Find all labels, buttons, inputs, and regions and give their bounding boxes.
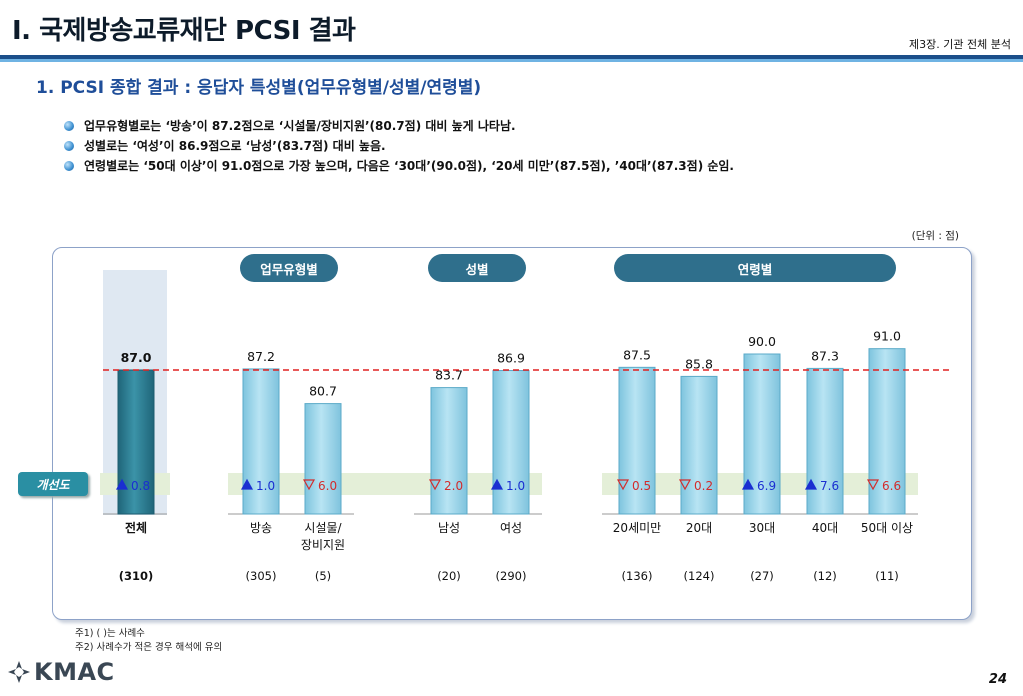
improvement-value-1: 1.0 [256,479,275,493]
triangle-up-icon [490,478,504,490]
bar-4 [492,370,530,515]
group-pill-gender: 성별 [428,254,526,282]
count-label-1: (305) [246,569,277,583]
value-label-0: 87.0 [121,350,152,365]
group-pill-age: 연령별 [614,254,896,282]
bar-5 [618,366,656,515]
category-label-2: 시설물/ [304,521,342,535]
unit-label: (단위 : 점) [911,230,959,242]
page-title: I. 국제방송교류재단 PCSI 결과 [12,16,356,46]
header-rule-light [0,59,1023,62]
value-label-5: 87.5 [623,347,651,362]
bullet-item: 성별로는 ‘여성’이 86.9점으로 ‘남성’(83.7점) 대비 높음. [64,136,734,156]
category-label-6: 20대 [686,521,712,535]
value-label-4: 86.9 [497,351,525,366]
bullet-dot-icon [64,121,74,131]
triangle-up-icon [240,478,254,490]
count-label-7: (27) [750,569,774,583]
triangle-down-icon [302,479,316,491]
footnote-2: 주2) 사례수가 적은 경우 해석에 유의 [75,642,223,653]
page-number: 24 [988,672,1007,687]
improvement-value-4: 1.0 [506,479,525,493]
count-label-0: (310) [119,569,154,583]
kmac-logo: KMAC [6,658,115,686]
triangle-down-icon [866,479,880,491]
count-label-5: (136) [622,569,653,583]
improvement-value-3: 2.0 [444,479,463,493]
count-label-2: (5) [315,569,331,583]
improvement-value-0: 0.8 [131,479,150,493]
improvement-value-8: 7.6 [820,479,839,493]
improvement-value-6: 0.2 [694,479,713,493]
triangle-down-icon [616,479,630,491]
section-title: 1. PCSI 종합 결과 : 응답자 특성별(업무유형별/성별/연령별) [36,78,482,98]
category-label-0: 전체 [125,520,147,535]
count-label-6: (124) [684,569,715,583]
category-label-1: 방송 [250,521,272,535]
count-label-9: (11) [875,569,899,583]
improvement-badge: 개선도 [18,472,88,496]
category-label-8: 40대 [812,521,838,535]
header-rule-dark [0,55,1023,59]
bar-6 [680,375,718,515]
group-pill-work-type: 업무유형별 [240,254,338,282]
triangle-up-icon [804,478,818,490]
value-label-3: 83.7 [435,368,463,383]
bullet-dot-icon [64,161,74,171]
improvement-value-7: 6.9 [757,479,776,493]
value-label-8: 87.3 [811,348,839,363]
footnotes: 주1) ( )는 사례수 주2) 사례수가 적은 경우 해석에 유의 [75,627,222,655]
category-label-5: 20세미만 [613,521,661,535]
summary-bullets: 업무유형별로는 ‘방송’이 87.2점으로 ‘시설물/장비지원’(80.7점) … [64,116,734,176]
bar-1 [242,368,280,515]
category-label-4: 여성 [500,521,522,535]
count-label-4: (290) [496,569,527,583]
value-label-7: 90.0 [748,334,776,349]
footnote-1: 주1) ( )는 사례수 [75,628,145,639]
category-label-2: 장비지원 [301,538,345,552]
bar-2 [304,403,342,515]
bullet-item: 업무유형별로는 ‘방송’이 87.2점으로 ‘시설물/장비지원’(80.7점) … [64,116,734,136]
count-label-3: (20) [437,569,461,583]
triangle-down-icon [678,479,692,491]
improvement-value-2: 6.0 [318,479,337,493]
chapter-label: 제3장. 기관 전체 분석 [909,38,1011,51]
value-label-2: 80.7 [309,384,337,399]
kmac-logo-text: KMAC [34,658,115,686]
bullet-item: 연령별로는 ‘50대 이상’이 91.0점으로 가장 높으며, 다음은 ‘30대… [64,156,734,176]
bullet-dot-icon [64,141,74,151]
improvement-value-5: 0.5 [632,479,651,493]
category-label-7: 30대 [749,521,775,535]
triangle-up-icon [741,478,755,490]
value-label-9: 91.0 [873,329,901,344]
count-label-8: (12) [813,569,837,583]
bar-8 [806,367,844,515]
value-label-6: 85.8 [685,356,713,371]
triangle-up-icon [115,478,129,490]
bar-3 [430,387,468,515]
improvement-value-9: 6.6 [882,479,901,493]
kmac-logo-icon [8,661,30,683]
category-label-9: 50대 이상 [861,521,913,535]
triangle-down-icon [428,479,442,491]
value-label-1: 87.2 [247,349,275,364]
category-label-3: 남성 [438,521,460,535]
